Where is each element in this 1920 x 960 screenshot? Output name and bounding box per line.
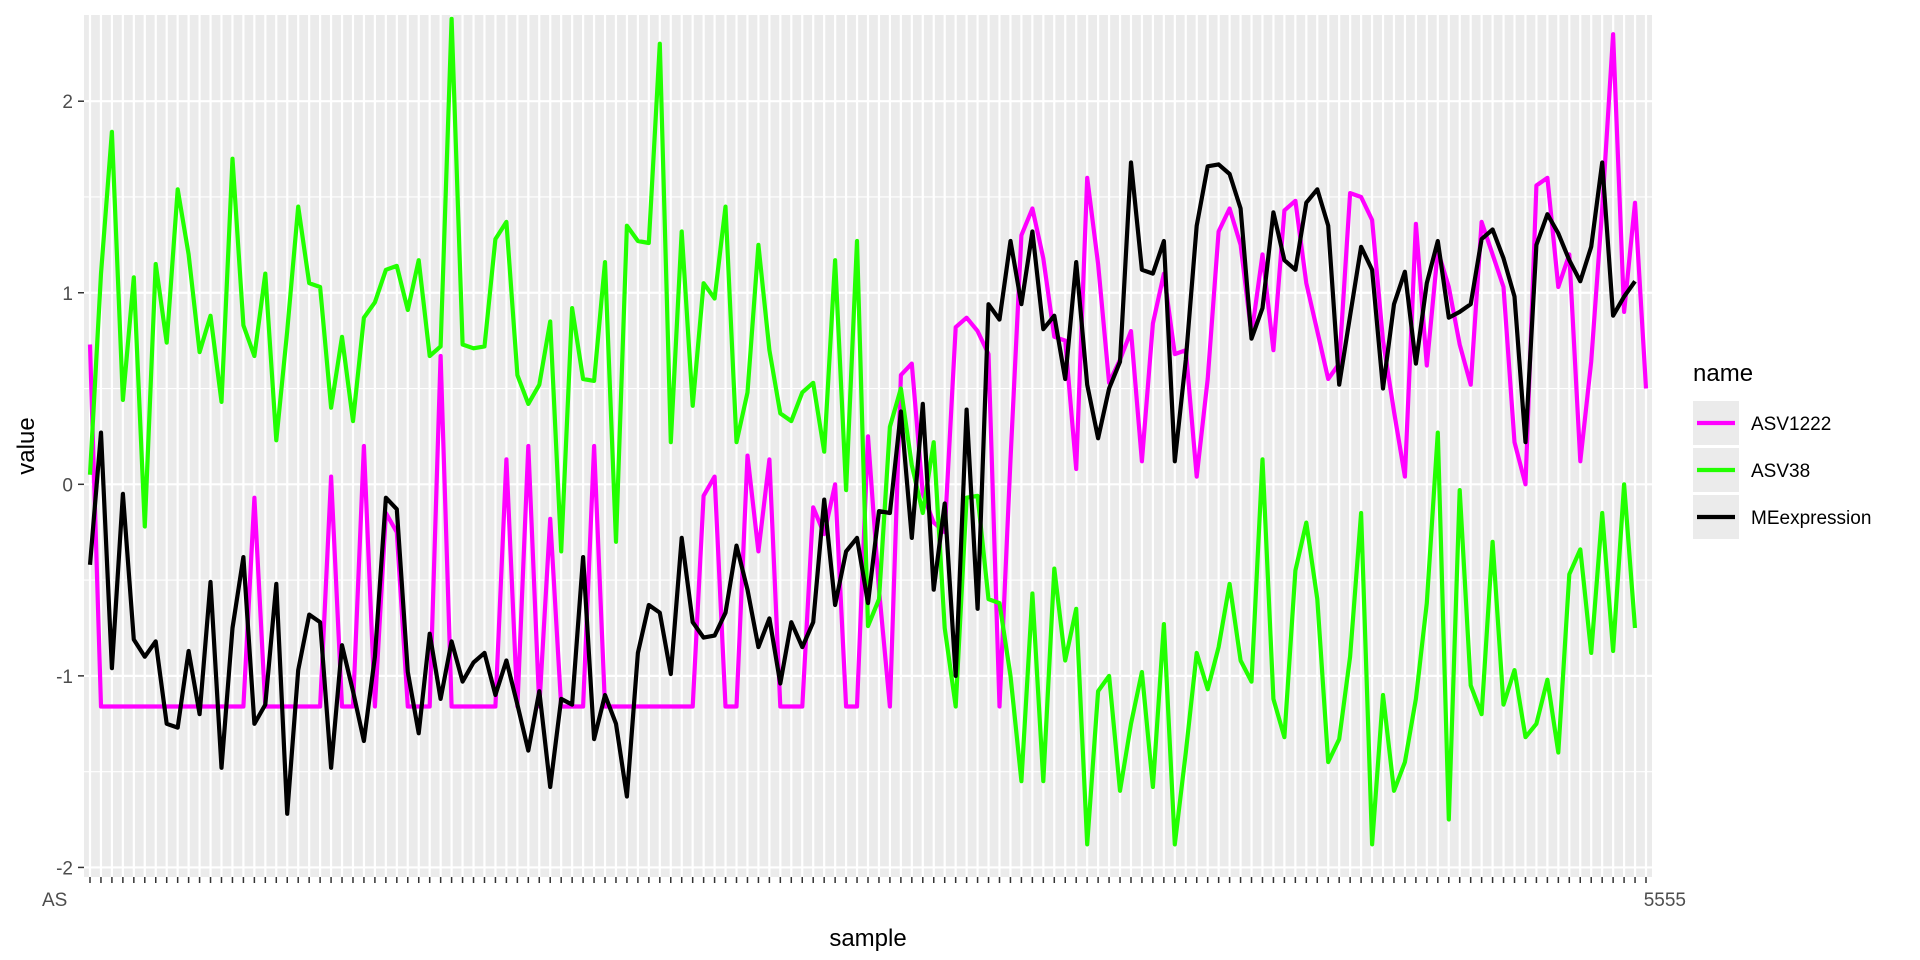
y-tick-label: 0 bbox=[62, 475, 73, 496]
series-line-meexpression bbox=[87, 160, 1637, 816]
legend-label-meexpression: MEexpression bbox=[1751, 508, 1871, 529]
y-tick-label: 1 bbox=[62, 284, 73, 305]
x-tick-label: AS bbox=[42, 890, 67, 911]
legend-label-asv1222: ASV1222 bbox=[1751, 414, 1831, 435]
legend: name ASV1222 ASV38 MEexpression bbox=[1693, 360, 1871, 539]
y-tick-label: -2 bbox=[56, 858, 73, 879]
series-lines bbox=[87, 16, 1649, 847]
x-tick-label: 5555 bbox=[1644, 890, 1686, 911]
axes: -2 -1 0 1 2 AS 5555 bbox=[42, 92, 1686, 911]
y-tick-label: 2 bbox=[62, 92, 73, 113]
x-axis-title: sample bbox=[829, 925, 906, 952]
legend-label-asv38: ASV38 bbox=[1751, 461, 1810, 482]
y-tick-label: -1 bbox=[56, 667, 73, 688]
y-axis-title: value bbox=[13, 417, 40, 474]
legend-title: name bbox=[1693, 360, 1753, 387]
series-line-asv38 bbox=[87, 16, 1638, 847]
